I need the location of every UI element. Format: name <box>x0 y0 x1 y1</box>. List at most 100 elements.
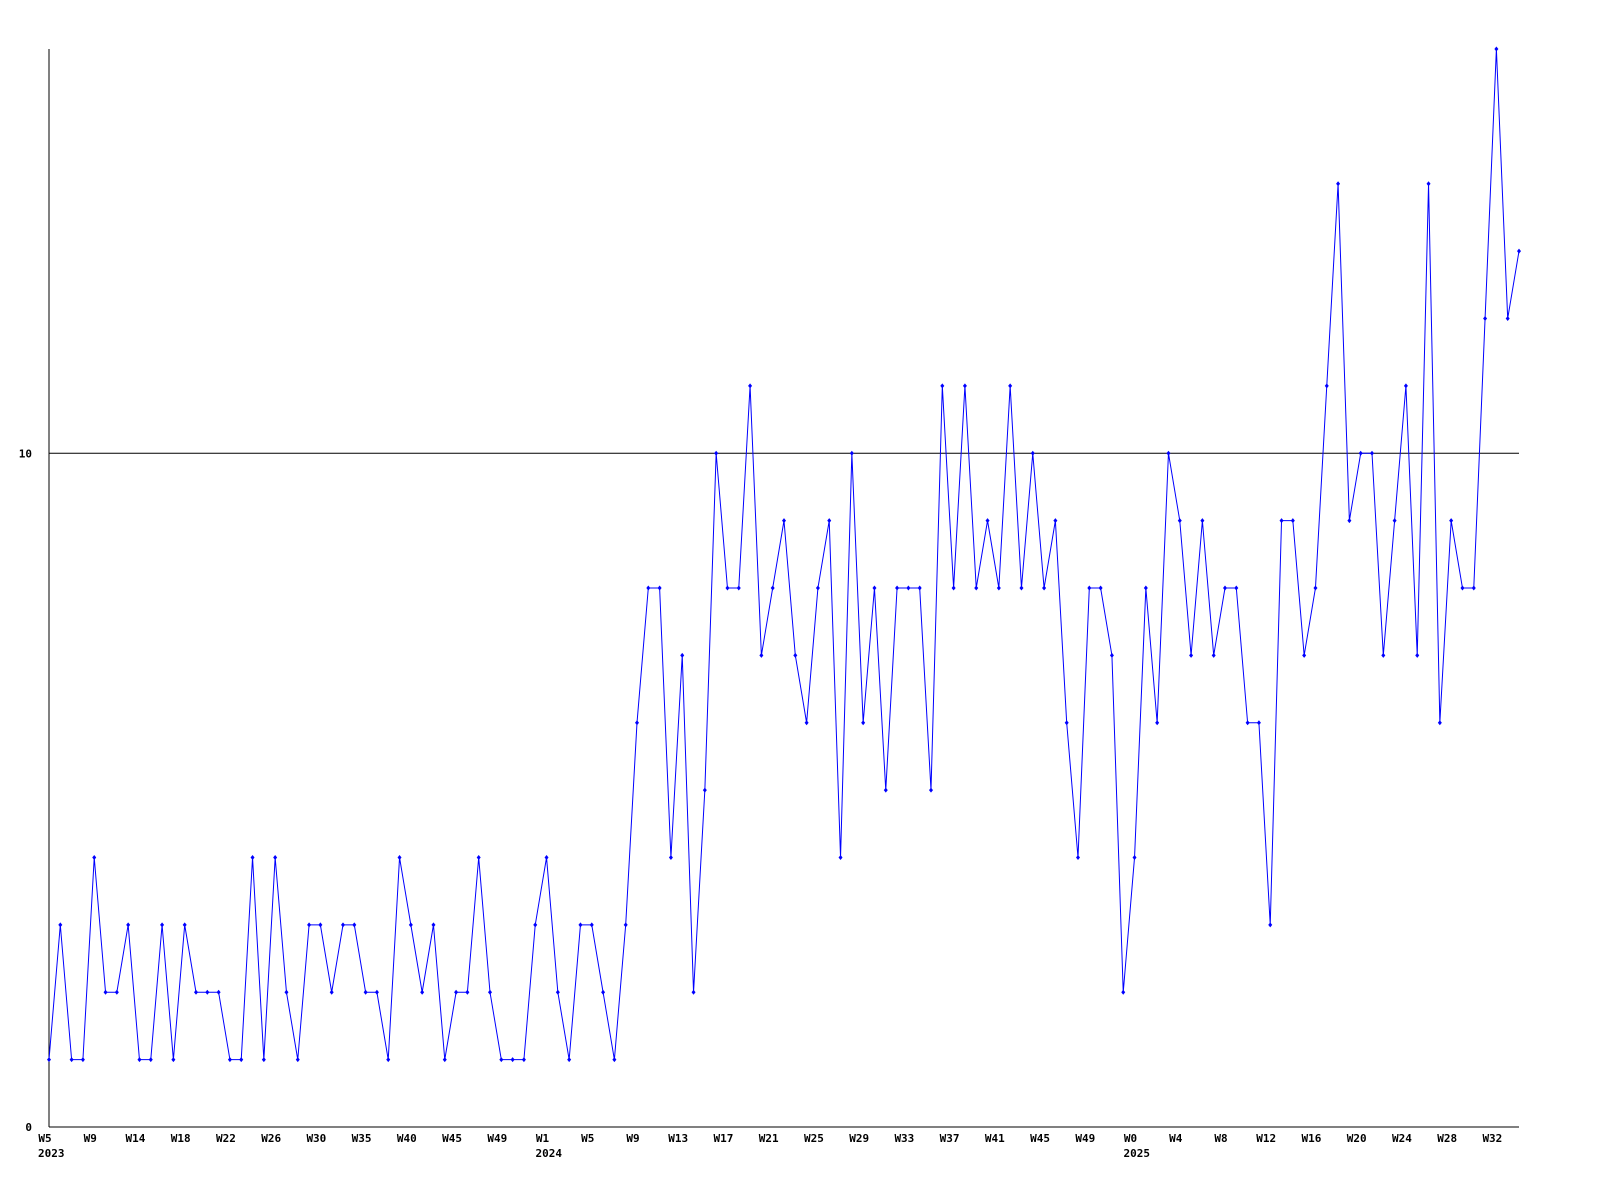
x-tick-label: W14 <box>126 1132 146 1145</box>
data-point <box>1347 518 1352 524</box>
data-point <box>1494 46 1499 52</box>
data-point <box>250 855 255 860</box>
data-point <box>499 1057 504 1063</box>
data-point <box>431 922 436 928</box>
data-point <box>804 720 809 726</box>
data-point <box>883 787 888 793</box>
data-point <box>635 720 639 726</box>
x-tick-label: W25 <box>804 1132 824 1145</box>
data-point <box>1256 720 1261 726</box>
data-point <box>1098 585 1103 591</box>
data-point <box>408 922 413 928</box>
x-tick-label: W9 <box>626 1132 639 1145</box>
data-point <box>589 922 594 928</box>
y-tick-label: 10 <box>19 447 32 460</box>
data-point <box>578 922 583 928</box>
x-tick-label: W20 <box>1347 1132 1367 1145</box>
data-point <box>1302 652 1307 658</box>
x-tick-label: W13 <box>668 1132 688 1145</box>
data-point <box>736 585 741 591</box>
data-point <box>386 1057 391 1063</box>
data-point <box>996 585 1001 591</box>
data-point <box>815 585 820 591</box>
x-tick-label: W21 <box>759 1132 779 1145</box>
data-point <box>442 1057 447 1063</box>
data-point <box>567 1057 572 1063</box>
data-point <box>1471 585 1476 591</box>
data-point <box>137 1057 142 1063</box>
x-tick-label: W45 <box>442 1132 462 1145</box>
data-point <box>1392 518 1397 524</box>
data-point <box>1460 585 1465 591</box>
x-tick-label: W12 <box>1256 1132 1276 1145</box>
data-point <box>205 989 210 995</box>
x-tick-label: W30 <box>306 1132 326 1145</box>
x-tick-label: W41 <box>985 1132 1005 1145</box>
data-point <box>646 585 651 591</box>
data-line <box>48 48 1520 1061</box>
x-tick-label: W49 <box>1075 1132 1095 1145</box>
data-point <box>69 1057 74 1063</box>
x-tick-label: W40 <box>397 1132 417 1145</box>
data-point <box>714 450 719 456</box>
x-tick-label: W37 <box>940 1132 960 1145</box>
data-point <box>612 1057 617 1063</box>
data-point <box>1223 585 1227 591</box>
data-point <box>1336 181 1341 187</box>
data-point <box>1143 585 1148 591</box>
data-point <box>702 787 707 793</box>
data-point <box>454 989 459 995</box>
data-point <box>1290 518 1295 524</box>
data-point <box>940 383 945 389</box>
data-point <box>1076 855 1080 860</box>
data-point <box>827 518 832 524</box>
data-point <box>1268 922 1273 928</box>
x-tick-label: W5 <box>38 1132 51 1145</box>
data-point <box>974 585 979 591</box>
data-point <box>1381 652 1386 658</box>
data-point <box>793 652 798 658</box>
data-point <box>1211 652 1216 658</box>
data-point <box>352 922 357 928</box>
data-point <box>555 989 560 995</box>
data-point <box>1042 585 1047 591</box>
data-point <box>1008 383 1013 389</box>
data-point <box>160 922 165 928</box>
data-point <box>488 989 492 995</box>
x-year-label: 2023 <box>38 1147 65 1160</box>
x-tick-label: W32 <box>1482 1132 1502 1145</box>
x-tick-label: W17 <box>714 1132 734 1145</box>
data-point <box>1166 450 1171 456</box>
data-point <box>849 450 854 456</box>
data-point <box>58 922 63 928</box>
data-point <box>1053 518 1058 524</box>
data-point <box>114 989 119 995</box>
data-point <box>227 1057 232 1063</box>
data-point <box>1449 518 1454 524</box>
data-point <box>148 1057 153 1063</box>
data-point <box>1019 585 1024 591</box>
data-point <box>261 1057 266 1063</box>
x-year-label: 2024 <box>536 1147 563 1160</box>
data-point <box>623 922 628 928</box>
data-point <box>1155 720 1160 726</box>
data-point <box>1030 450 1035 456</box>
data-point <box>1437 720 1442 726</box>
x-tick-label: W45 <box>1030 1132 1050 1145</box>
x-tick-label: W49 <box>487 1132 507 1145</box>
data-point <box>397 855 402 860</box>
data-point <box>1234 585 1239 591</box>
data-point <box>284 989 289 995</box>
x-tick-label: W18 <box>171 1132 191 1145</box>
data-point <box>1358 450 1363 456</box>
data-point <box>962 383 967 389</box>
x-tick-label: W28 <box>1437 1132 1457 1145</box>
data-point <box>1370 450 1374 456</box>
data-point <box>510 1057 515 1063</box>
data-point <box>985 518 990 524</box>
data-point <box>126 922 131 928</box>
data-point <box>1200 518 1205 524</box>
data-point <box>759 652 764 658</box>
data-point <box>680 652 685 658</box>
data-point <box>1109 652 1114 658</box>
